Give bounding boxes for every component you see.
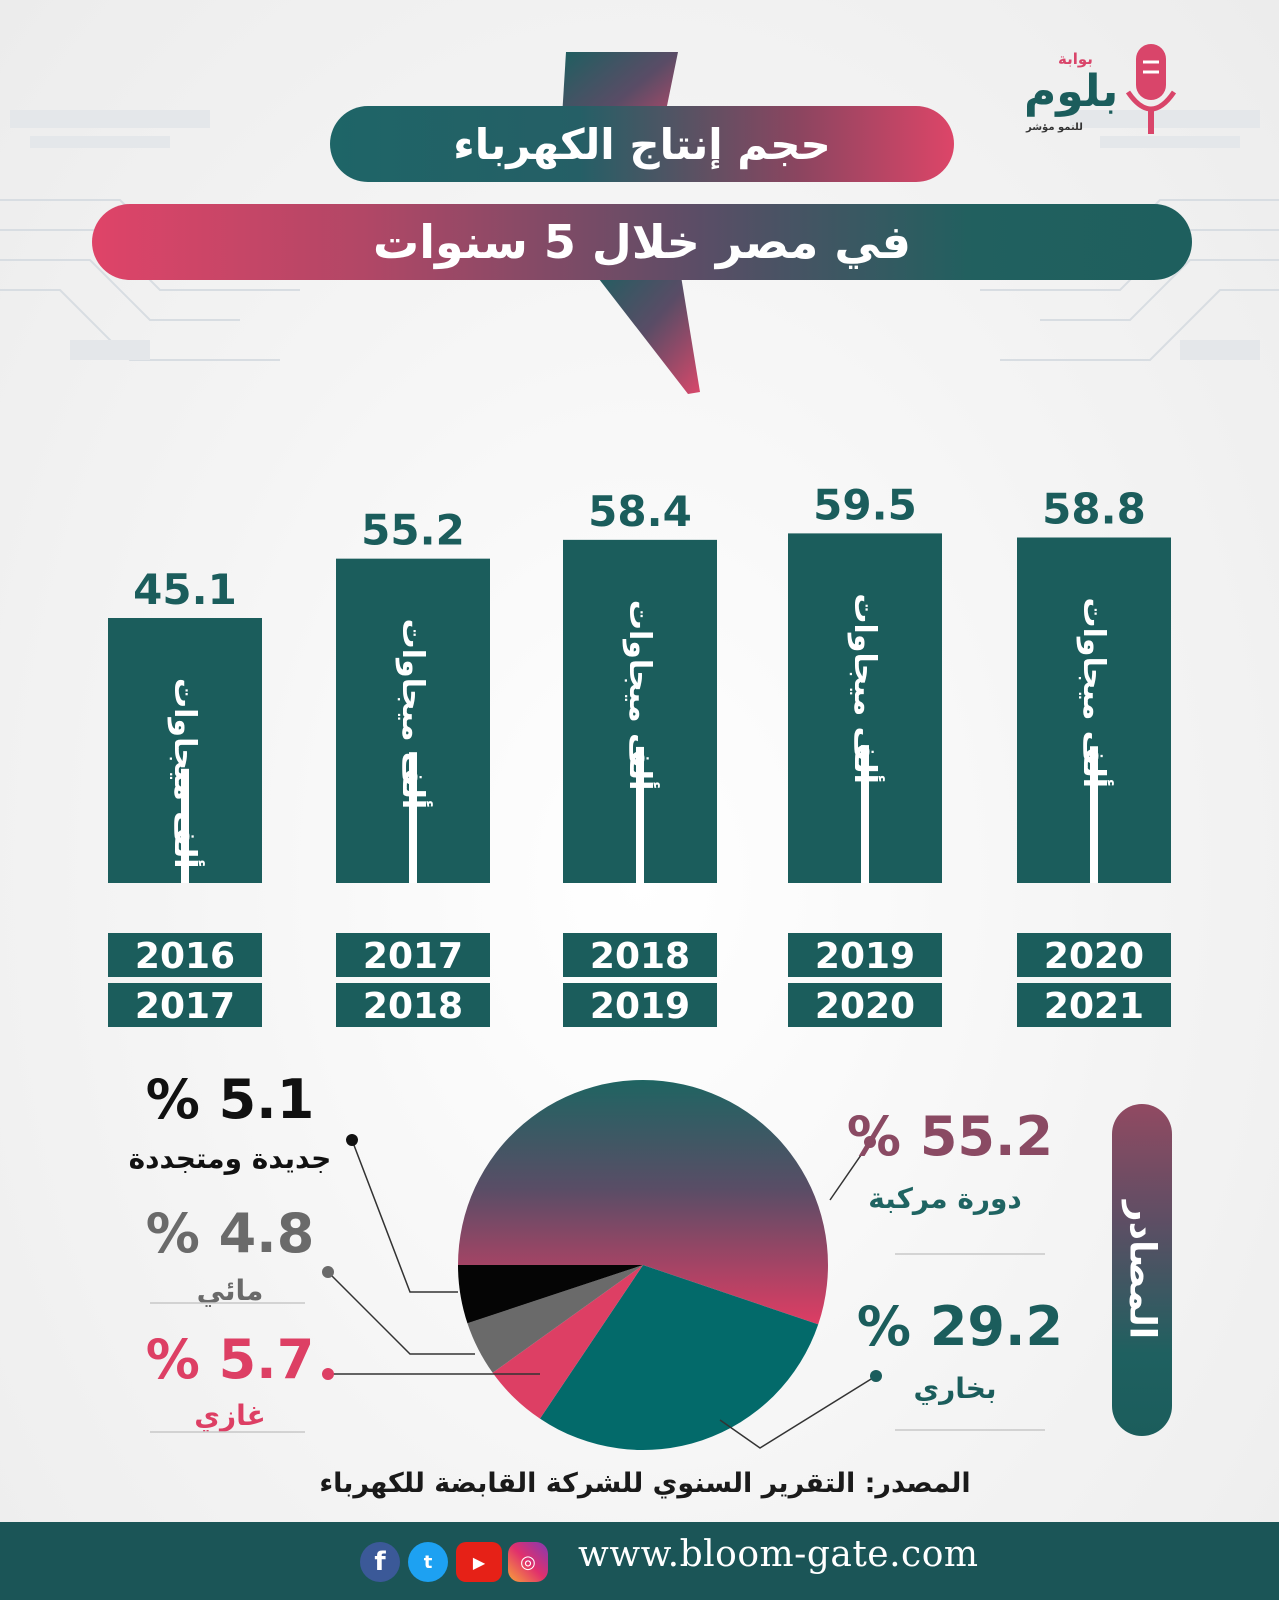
bar-value-label: 59.5 [813, 480, 917, 529]
x-tick-label: 2020 [815, 986, 915, 1027]
bar-stem [181, 768, 189, 883]
bar-stem [409, 752, 417, 883]
bar-unit-label: ألف ميجاوات [395, 619, 433, 810]
callout-line [327, 1271, 475, 1355]
year-box [1017, 933, 1171, 977]
year-box [336, 933, 490, 977]
logo-tagline: للنمو مؤشر [1026, 122, 1083, 133]
bar-stem [636, 746, 644, 883]
pie-chart: % 55.2 دورة مركبة % 29.2 بخاري % 5.7 غازي % 4.… [129, 1068, 1063, 1450]
year-box [1017, 983, 1171, 1027]
year-box [563, 983, 717, 1027]
facebook-icon[interactable]: f [360, 1542, 400, 1582]
pie-value-label: % 5.1 [146, 1068, 315, 1131]
bar-chart: ألف ميجاوات 45.1 2016 2017 ألف ميجاوات 55.2 20… [108, 480, 1171, 1027]
callout-line [351, 1139, 458, 1293]
bar-unit-label: ألف ميجاوات [622, 600, 660, 791]
pie-category-label: مائي [197, 1274, 264, 1307]
callout-dot [870, 1370, 882, 1382]
x-tick-label: 2018 [590, 936, 690, 977]
pie-value-label: % 4.8 [146, 1202, 315, 1265]
title-line2: في مصر خلال 5 سنوات [372, 215, 911, 269]
logo-small-text: بوابة [1058, 50, 1093, 68]
callout-dot [322, 1266, 334, 1278]
circuit-background [0, 110, 1279, 361]
bar-unit-label: ألف ميجاوات [847, 593, 885, 784]
pie-value-label: % 29.2 [857, 1295, 1063, 1358]
pie-slice [458, 1080, 828, 1325]
x-tick-label: 2021 [1044, 986, 1144, 1027]
website-url[interactable]: www.bloom-gate.com [578, 1534, 979, 1575]
twitter-icon[interactable]: t [408, 1542, 448, 1582]
x-tick-label: 2017 [363, 936, 463, 977]
x-tick-label: 2018 [363, 986, 463, 1027]
sources-pill: المصادر [1112, 1104, 1172, 1436]
pie-slice [492, 1265, 643, 1419]
x-tick-label: 2019 [815, 936, 915, 977]
bar-unit-label: ألف ميجاوات [1076, 598, 1114, 789]
bar-value-label: 45.1 [133, 565, 237, 614]
year-box [336, 983, 490, 1027]
pie-category-label: بخاري [914, 1372, 997, 1405]
bloom-logo: بوابة بلوم للنمو مؤشر [1024, 44, 1184, 144]
footer-bar: f t ▶ ◎ www.bloom-gate.com [0, 1522, 1279, 1600]
callout-line [719, 1375, 877, 1449]
year-box [788, 933, 942, 977]
pie-slice [467, 1265, 643, 1373]
pie-slice [539, 1265, 819, 1450]
title-pill-line2: في مصر خلال 5 سنوات [92, 204, 1192, 280]
bar-stem [1090, 746, 1098, 883]
callout-dot [346, 1134, 358, 1146]
pie-category-label: جديدة ومتجددة [129, 1142, 332, 1175]
pie-value-label: % 55.2 [847, 1105, 1053, 1168]
logo-brand: بلوم [1024, 66, 1119, 117]
callout-line [829, 1141, 871, 1201]
microphone-icon [1125, 44, 1177, 134]
bar-value-label: 55.2 [361, 506, 465, 555]
callout-dot [322, 1368, 334, 1380]
x-tick-label: 2020 [1044, 936, 1144, 977]
x-tick-label: 2019 [590, 986, 690, 1027]
instagram-icon[interactable]: ◎ [508, 1542, 548, 1582]
source-note: المصدر: التقرير السنوي للشركة القابضة لل… [319, 1468, 971, 1499]
year-box [788, 983, 942, 1027]
x-tick-label: 2016 [135, 936, 235, 977]
bar-value-label: 58.8 [1042, 485, 1146, 534]
bar-stem [861, 745, 869, 883]
pie-slice [458, 1265, 643, 1324]
bar-unit-label: ألف ميجاوات [167, 678, 205, 869]
bar-value-label: 58.4 [588, 487, 692, 536]
year-box [108, 983, 262, 1027]
pie-title: المصادر [1121, 1200, 1163, 1340]
pie-category-label: غازي [194, 1399, 265, 1432]
callout-dot [864, 1136, 876, 1148]
youtube-icon[interactable]: ▶ [456, 1542, 502, 1582]
pie-value-label: % 5.7 [146, 1328, 315, 1391]
x-tick-label: 2017 [135, 986, 235, 1027]
title-line1: حجم إنتاج الكهرباء [453, 119, 831, 169]
title-pill-line1: حجم إنتاج الكهرباء [330, 106, 954, 182]
year-box [563, 933, 717, 977]
pie-category-label: دورة مركبة [868, 1182, 1022, 1215]
year-box [108, 933, 262, 977]
